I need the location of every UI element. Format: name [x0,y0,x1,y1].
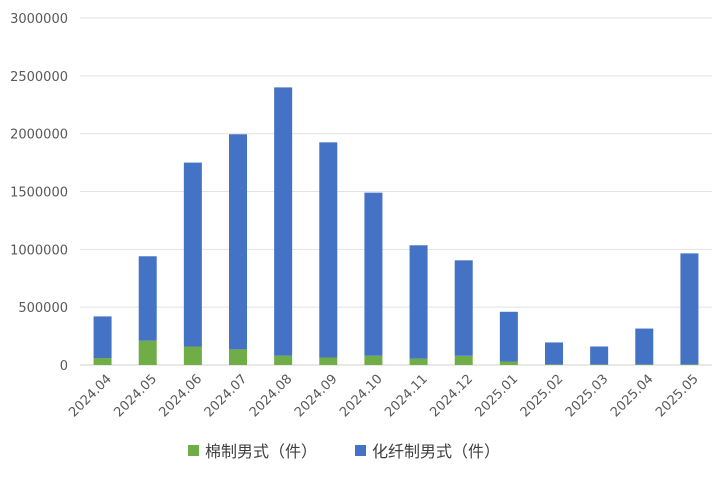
gridlines [80,17,712,366]
bars [93,87,699,365]
bar-synthetic [93,316,112,359]
bar-synthetic [499,311,518,362]
x-tick-label: 2024.05 [111,372,160,421]
x-axis: 2024.042024.052024.062024.072024.082024.… [66,372,701,421]
bar-synthetic [319,142,338,358]
bar-synthetic [409,245,428,359]
bar-cotton [319,357,338,365]
bar-synthetic [590,346,609,365]
y-tick-label: 1500000 [10,186,68,201]
bar-synthetic [229,134,247,350]
bar-cotton [635,364,654,365]
legend-label-cotton: 棉制男式（件） [205,442,317,461]
bar-cotton [138,340,157,365]
x-tick-label: 2024.10 [337,372,386,421]
y-tick-label: 3000000 [10,12,68,27]
bar-cotton [183,346,202,365]
bar-cotton [364,355,383,365]
bar-cotton [409,358,428,365]
y-tick-label: 2000000 [10,128,68,143]
bar-cotton [93,358,112,365]
bar-cotton [590,364,609,365]
x-tick-label: 2025.05 [653,372,702,421]
x-tick-label: 2024.07 [202,372,251,421]
bar-synthetic [545,342,563,365]
bar-cotton [545,364,563,365]
x-tick-label: 2024.11 [382,372,431,421]
y-tick-label: 500000 [18,301,68,316]
bar-cotton [274,355,293,365]
x-tick-label: 2025.02 [518,372,567,421]
x-tick-label: 2024.12 [427,372,476,421]
bar-synthetic [680,253,699,365]
bar-synthetic [364,192,383,356]
x-tick-label: 2024.08 [247,372,296,421]
bar-synthetic [138,256,157,341]
x-tick-label: 2025.04 [608,372,657,421]
legend-swatch-cotton [188,445,199,456]
x-tick-label: 2025.01 [473,372,522,421]
legend-swatch-synthetic [355,445,366,456]
x-tick-label: 2024.06 [157,372,206,421]
bar-cotton [229,349,247,365]
y-axis: 0 500000 1000000 1500000 2000000 2500000 30000… [10,12,68,374]
bar-synthetic [183,162,202,347]
bar-synthetic [274,87,293,356]
y-tick-label: 1000000 [10,243,68,258]
bar-synthetic [635,328,654,365]
legend: 棉制男式（件） 化纤制男式（件） [188,442,500,461]
bar-synthetic [454,260,473,356]
x-tick-label: 2025.03 [563,372,612,421]
bar-cotton [680,364,699,365]
x-tick-label: 2024.09 [292,372,341,421]
bar-cotton [454,355,473,365]
bar-cotton [499,361,518,365]
y-tick-label: 2500000 [10,70,68,85]
legend-label-synthetic: 化纤制男式（件） [372,442,500,461]
x-tick-label: 2024.04 [66,372,115,421]
y-tick-label: 0 [60,359,68,374]
